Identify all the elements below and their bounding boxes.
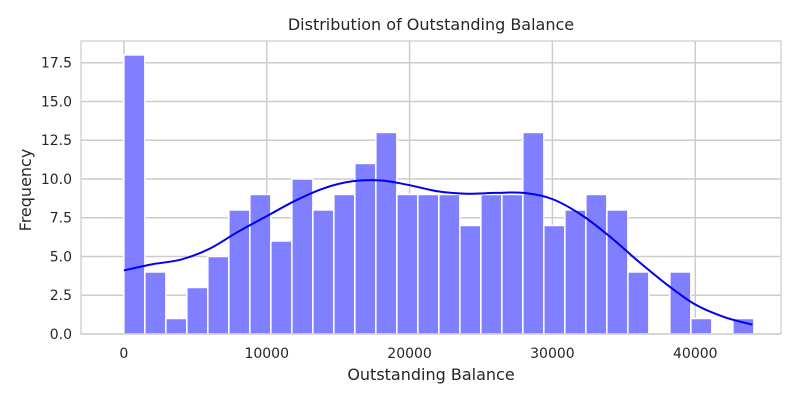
histogram-bar bbox=[270, 240, 293, 335]
histogram-bar bbox=[354, 162, 377, 335]
histogram-bar bbox=[606, 209, 629, 335]
x-tick-label: 10000 bbox=[244, 346, 289, 362]
y-tick-label: 17.5 bbox=[41, 56, 72, 72]
histogram-bar bbox=[207, 255, 230, 335]
x-tick-label: 0 bbox=[119, 346, 128, 362]
histogram-bar bbox=[375, 131, 398, 335]
x-tick-label: 20000 bbox=[387, 346, 432, 362]
kde-curve bbox=[123, 179, 753, 326]
y-tick-label: 12.5 bbox=[41, 133, 72, 149]
y-tick-labels: 0.0 2.5 5.0 7.5 10.0 12.5 15.0 17.5 bbox=[41, 56, 72, 343]
histogram-bar bbox=[333, 193, 356, 335]
histogram-bar bbox=[144, 271, 167, 335]
histogram-bar bbox=[123, 54, 146, 335]
histogram-bar bbox=[438, 193, 461, 335]
histogram-bar bbox=[186, 286, 209, 335]
y-axis-label: Frequency bbox=[16, 149, 35, 232]
plot-frame bbox=[80, 40, 782, 335]
histogram-bar bbox=[627, 271, 650, 335]
x-tick-label: 40000 bbox=[673, 346, 718, 362]
x-tick-labels: 0 10000 20000 30000 40000 bbox=[119, 346, 717, 362]
histogram-bar bbox=[417, 193, 440, 335]
histogram-bar bbox=[396, 193, 419, 335]
histogram-bar bbox=[690, 317, 713, 335]
histogram-bar bbox=[228, 209, 251, 335]
y-tick-label: 15.0 bbox=[41, 94, 72, 110]
histogram-bar bbox=[522, 131, 545, 335]
y-tick-label: 5.0 bbox=[50, 249, 72, 265]
y-tick-label: 10.0 bbox=[41, 172, 72, 188]
histogram-bar bbox=[459, 224, 482, 335]
y-tick-label: 0.0 bbox=[50, 327, 72, 343]
histogram-bar bbox=[585, 193, 608, 335]
chart-title: Distribution of Outstanding Balance bbox=[288, 15, 574, 34]
histogram-bar bbox=[564, 209, 587, 335]
histogram-bar bbox=[312, 209, 335, 335]
histogram-bars bbox=[123, 54, 755, 335]
histogram-bar bbox=[501, 193, 524, 335]
histogram-bar bbox=[669, 271, 692, 335]
histogram-bar bbox=[291, 178, 314, 335]
y-tick-label: 7.5 bbox=[50, 211, 72, 227]
x-axis-label: Outstanding Balance bbox=[347, 365, 514, 384]
x-tick-label: 30000 bbox=[530, 346, 575, 362]
histogram-bar bbox=[543, 224, 566, 335]
y-tick-label: 2.5 bbox=[50, 288, 72, 304]
histogram-bar bbox=[165, 317, 188, 335]
histogram-bar bbox=[480, 193, 503, 335]
